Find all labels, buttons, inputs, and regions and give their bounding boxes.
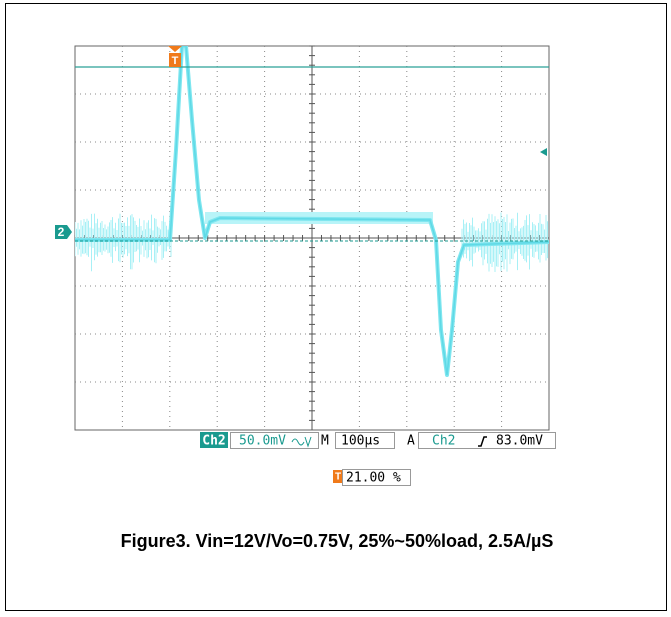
trigger-mode: A: [407, 434, 415, 449]
trigger-level: 83.0mV: [496, 434, 543, 449]
trigger-position: 21.00 %: [346, 471, 401, 486]
trigger-marker: T: [172, 55, 179, 67]
position-marker: T: [335, 472, 341, 483]
timebase-prefix: M: [321, 434, 329, 449]
scope-screen: [75, 46, 549, 430]
channel-marker: 2: [58, 225, 65, 239]
scale-label: 50.0mV: [239, 434, 286, 449]
figure: T 2 Ch2 50.0mV M 100µs A Ch2 83.0mV T 21…: [0, 0, 671, 617]
timebase-label: 100µs: [341, 434, 380, 449]
caption: Figure3. Vin=12V/Vo=0.75V, 25%~50%load, …: [121, 531, 554, 551]
trigger-channel: Ch2: [432, 434, 455, 449]
channel-label: Ch2: [202, 434, 225, 449]
